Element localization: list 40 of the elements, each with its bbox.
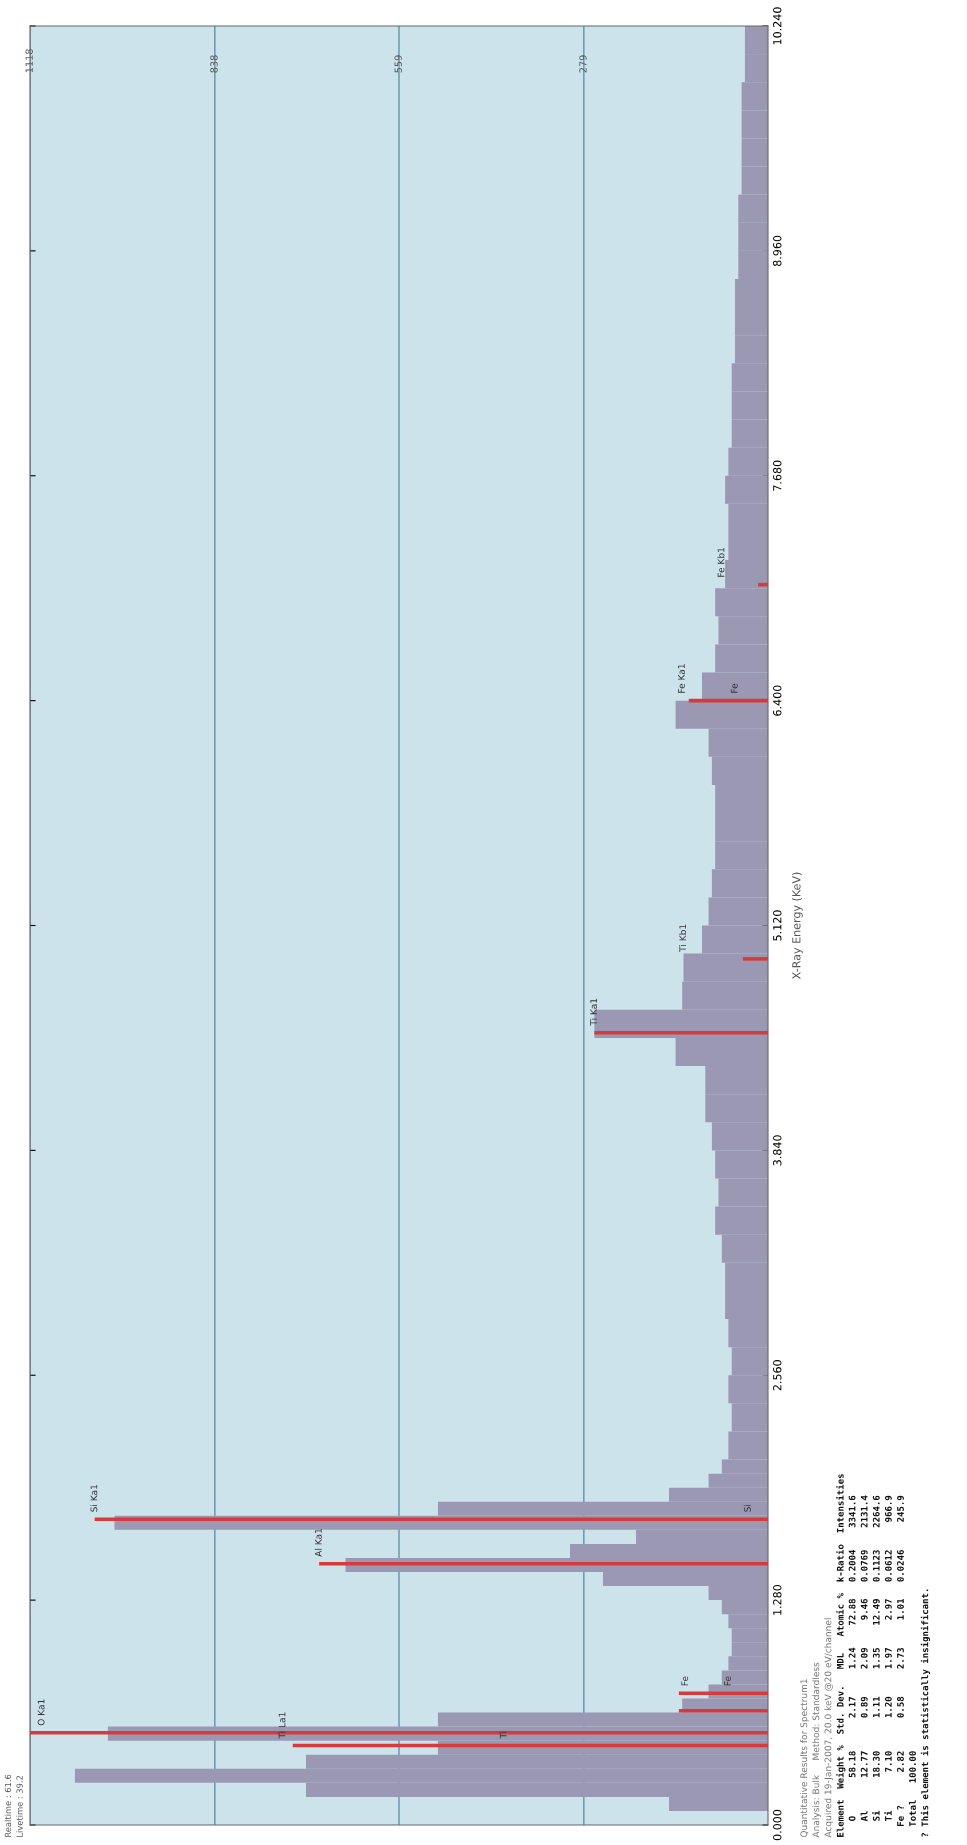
annotation: Fe bbox=[681, 1676, 689, 1686]
text: Realtime : 61.6 bbox=[4, 1774, 12, 1837]
annotation: Si Ka1 bbox=[90, 1484, 98, 1512]
y-tick-label: 0.000 bbox=[773, 1809, 782, 1841]
annotation: Fe Ka1 bbox=[678, 664, 685, 693]
y-tick-label: 5.120 bbox=[773, 910, 782, 941]
annotation: Fe bbox=[730, 683, 738, 693]
x-tick-label: 279 bbox=[579, 55, 587, 73]
text: Quantitative Results for Spectrum1 bbox=[800, 1679, 809, 1838]
x-tick-label: 1118 bbox=[25, 49, 33, 73]
text: Element Weight % Std. Dev. MDL Atomic % k-Ratio Intensities bbox=[836, 1474, 846, 1837]
y-tick-label: 10.240 bbox=[773, 7, 782, 45]
y-tick-label: 2.560 bbox=[773, 1360, 782, 1391]
annotation: Fe bbox=[724, 1676, 732, 1686]
annotation: O Ka1 bbox=[37, 1699, 45, 1726]
x-tick-label: 559 bbox=[394, 55, 402, 73]
annotation: Ti La1 bbox=[278, 1712, 286, 1739]
text: Acquired 19-Jan-2007, 20.0 keV @20 eV/channel bbox=[824, 1618, 834, 1838]
text: Al 12.77 0.89 2.09 9.46 0.0769 2131.4 bbox=[860, 1495, 868, 1822]
text: O 58.18 2.17 1.24 72.88 0.2004 3341.6 bbox=[848, 1495, 856, 1821]
text: Analysis: Bulk Method: Standardless bbox=[812, 1662, 821, 1838]
text: Livetime : 39.2 bbox=[16, 1775, 23, 1837]
annotation: Ti bbox=[499, 1731, 507, 1739]
text: ? This element is statistically insignificant. bbox=[920, 1589, 931, 1837]
annotation: Al Ka1 bbox=[314, 1528, 322, 1557]
annotation: Ti Kb1 bbox=[679, 924, 687, 952]
annotation: Si bbox=[743, 1504, 751, 1512]
y-tick-label: 1.280 bbox=[773, 1584, 782, 1615]
y-axis-title: X-Ray Energy (KeV) bbox=[791, 872, 803, 980]
text: Fe ? 2.82 0.58 2.73 1.01 0.0246 245.9 bbox=[897, 1495, 904, 1826]
y-tick-label: 6.400 bbox=[773, 685, 782, 716]
y-tick-label: 3.840 bbox=[773, 1135, 782, 1166]
text: Si 18.30 1.11 1.35 12.49 0.1123 2264.6 bbox=[872, 1495, 880, 1821]
annotation: Fe Kb1 bbox=[717, 547, 725, 577]
y-tick-label: 8.960 bbox=[773, 235, 782, 267]
text: Total 100.00 bbox=[908, 1751, 916, 1827]
annotation: Ti Ka1 bbox=[590, 998, 598, 1026]
text: Ti 7.10 1.20 1.97 2.97 0.0612 966.9 bbox=[884, 1495, 892, 1821]
y-tick-label: 7.680 bbox=[773, 460, 782, 491]
x-tick-label: 838 bbox=[210, 55, 218, 73]
